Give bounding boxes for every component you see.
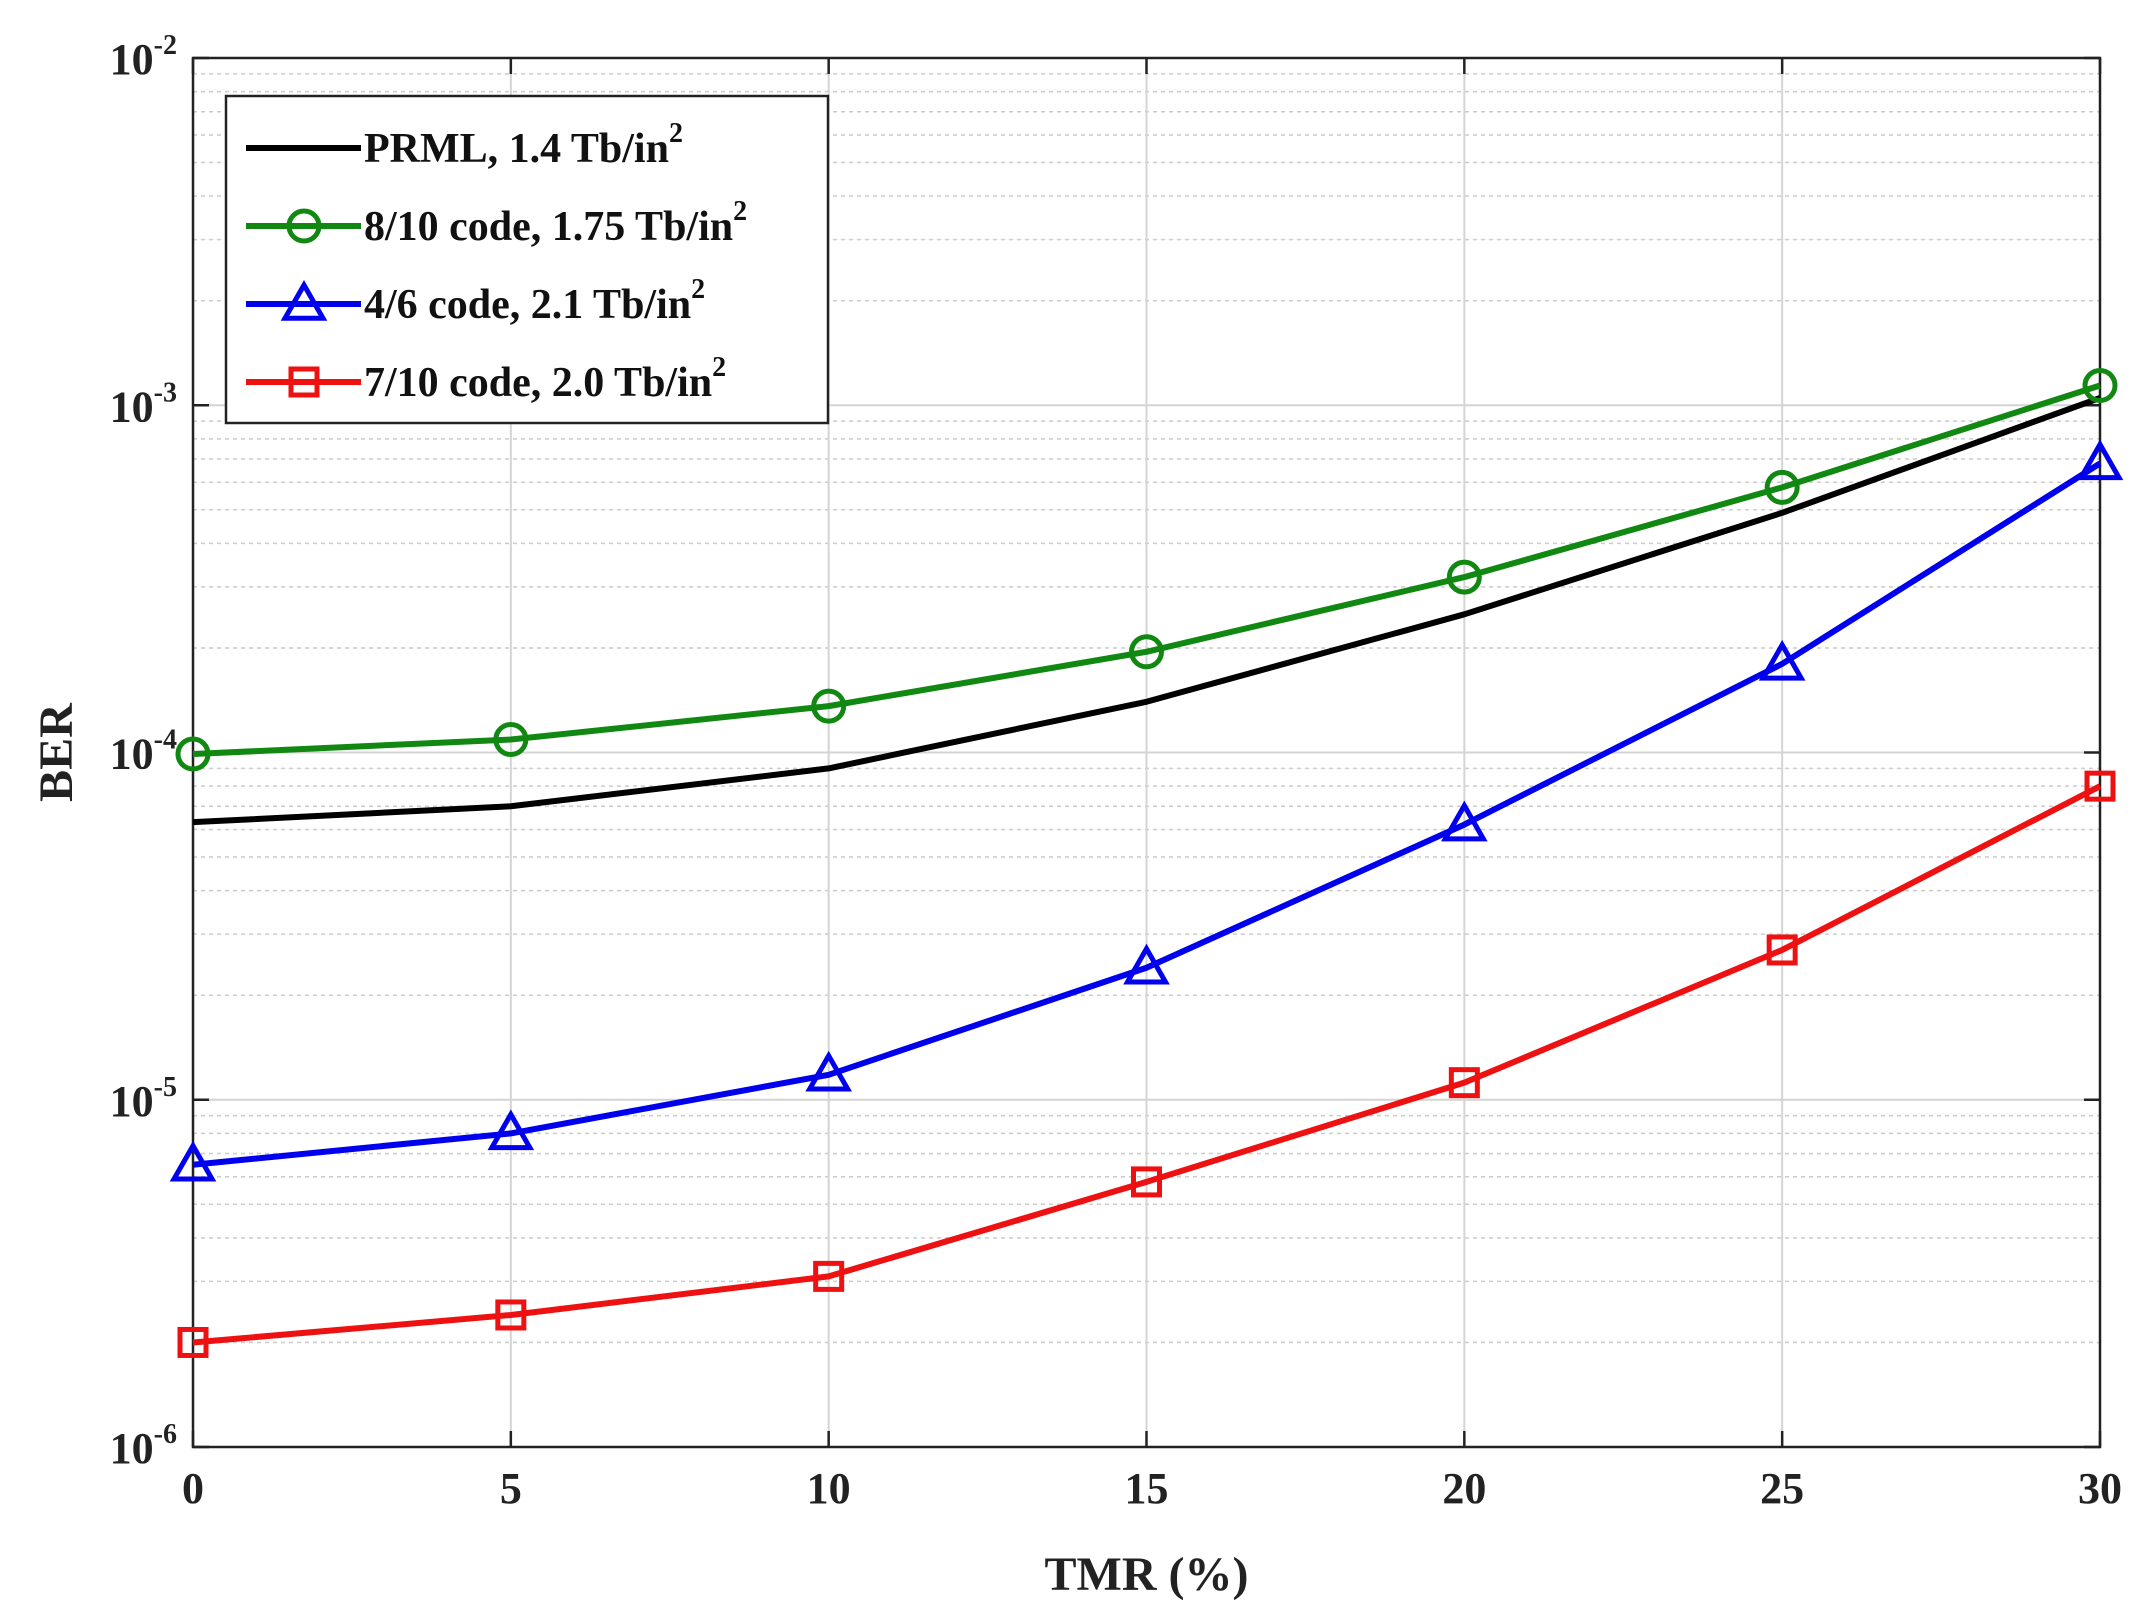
legend-marker xyxy=(288,366,320,398)
series-1 xyxy=(175,367,2118,772)
data-point xyxy=(2082,367,2118,403)
data-point xyxy=(1441,800,1488,842)
y-tick-label: 10-4 xyxy=(110,725,177,779)
legend-entry-3: 7/10 code, 2.0 Tb/in2 xyxy=(246,352,726,406)
x-axis-label: TMR (%) xyxy=(1045,1548,1249,1601)
y-axis-label: BER xyxy=(30,702,83,802)
data-point xyxy=(1123,943,1170,985)
data-point xyxy=(1129,634,1164,670)
data-point xyxy=(169,1140,217,1182)
series-line xyxy=(192,783,2102,1346)
legend-entry-1: 8/10 code, 1.75 Tb/in2 xyxy=(246,196,747,250)
x-tick-label: 20 xyxy=(1442,1464,1486,1513)
data-point xyxy=(495,1299,527,1331)
x-tick-label: 5 xyxy=(500,1464,522,1513)
x-tick-label: 0 xyxy=(182,1464,204,1513)
series-line xyxy=(192,382,2101,758)
data-point xyxy=(1448,1067,1480,1099)
legend-label: 8/10 code, 1.75 Tb/in2 xyxy=(364,196,747,250)
legend-marker xyxy=(286,208,322,244)
x-tick-label: 25 xyxy=(1760,1464,1804,1513)
data-point xyxy=(1766,934,1798,966)
data-point xyxy=(805,1050,852,1092)
data-point xyxy=(1764,469,1800,505)
series-line xyxy=(192,395,2102,826)
series-0 xyxy=(192,395,2102,826)
legend-label: PRML, 1.4 Tb/in2 xyxy=(364,118,683,172)
y-tick-label: 10-2 xyxy=(110,30,177,84)
data-point xyxy=(175,736,211,772)
data-point xyxy=(2084,770,2116,802)
legend-label: 4/6 code, 2.1 Tb/in2 xyxy=(364,274,705,328)
data-point xyxy=(811,688,847,724)
legend-label: 7/10 code, 2.0 Tb/in2 xyxy=(364,352,726,406)
data-point xyxy=(2076,439,2124,481)
data-point xyxy=(177,1326,209,1358)
data-point xyxy=(493,722,529,758)
data-point xyxy=(1131,1166,1162,1198)
axes: 0 5 10 15 20 25 30 10-6 10-5 10-4 10-3 10-2 TMR (%) B… xyxy=(30,30,2122,1601)
data-point xyxy=(1446,559,1482,595)
legend-marker xyxy=(280,279,328,321)
data-point xyxy=(813,1260,845,1292)
legend: PRML, 1.4 Tb/in2 8/10 code, 1.75 Tb/in2 4/… xyxy=(224,94,830,425)
series-layer xyxy=(169,367,2124,1358)
x-tick-label: 10 xyxy=(807,1464,851,1513)
legend-entry-2: 4/6 code, 2.1 Tb/in2 xyxy=(246,274,705,328)
data-point xyxy=(487,1109,535,1151)
y-tick-label: 10-6 xyxy=(110,1419,177,1473)
x-tick-label: 30 xyxy=(2078,1464,2122,1513)
series-line xyxy=(192,460,2102,1168)
series-2 xyxy=(169,439,2124,1182)
y-tick-label: 10-5 xyxy=(110,1072,177,1126)
series-3 xyxy=(177,770,2116,1358)
legend-entry-0: PRML, 1.4 Tb/in2 xyxy=(246,118,683,172)
data-point xyxy=(1758,639,1806,681)
y-tick-label: 10-3 xyxy=(110,377,177,431)
x-tick-label: 15 xyxy=(1125,1464,1169,1513)
